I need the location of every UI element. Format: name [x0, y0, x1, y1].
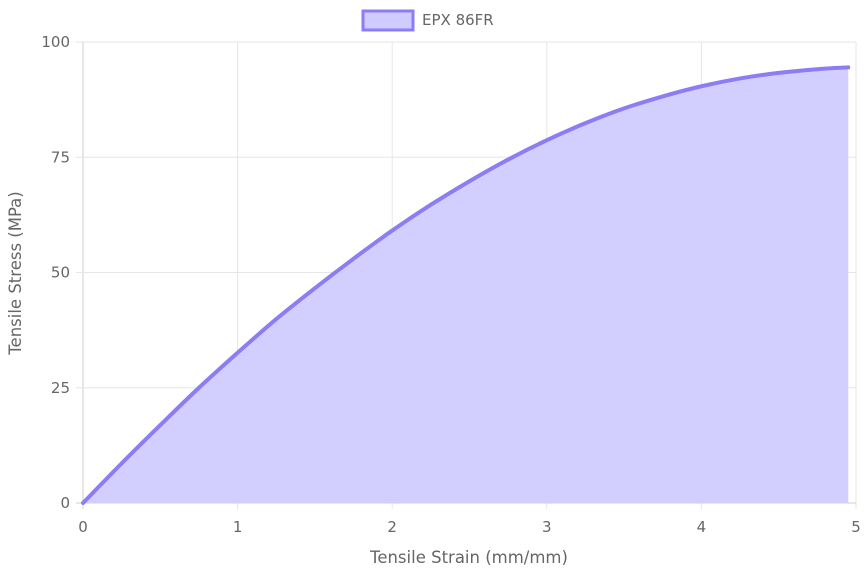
data-point[interactable]	[777, 71, 781, 75]
y-tick-label: 25	[51, 379, 70, 397]
series-area-fill	[83, 67, 849, 503]
data-point[interactable]	[120, 461, 124, 465]
data-point[interactable]	[236, 351, 240, 355]
legend-swatch[interactable]	[361, 9, 415, 32]
data-point[interactable]	[583, 121, 587, 125]
data-point[interactable]	[352, 257, 356, 261]
data-point[interactable]	[81, 501, 85, 505]
data-point[interactable]	[661, 94, 665, 98]
y-tick-label: 0	[60, 494, 70, 512]
data-point[interactable]	[699, 84, 703, 88]
y-axis-title: Tensile Stress (MPa)	[6, 191, 25, 355]
data-point[interactable]	[390, 229, 394, 233]
x-tick-label: 1	[233, 518, 243, 536]
y-tick-label: 100	[41, 33, 70, 51]
data-point[interactable]	[274, 317, 278, 321]
y-tick-label: 75	[51, 148, 70, 166]
data-point[interactable]	[506, 158, 510, 162]
plot-area	[81, 65, 851, 505]
x-tick-label: 5	[851, 518, 861, 536]
data-point[interactable]	[197, 386, 201, 390]
data-point[interactable]	[815, 67, 819, 71]
data-point[interactable]	[468, 179, 471, 183]
x-tick-label: 3	[542, 518, 552, 536]
data-point[interactable]	[846, 65, 850, 69]
x-tick-label: 4	[697, 518, 707, 536]
data-point[interactable]	[158, 423, 162, 427]
data-point[interactable]	[738, 76, 742, 80]
x-tick-label: 2	[387, 518, 397, 536]
legend[interactable]: EPX 86FR	[361, 9, 494, 32]
y-tick-label: 50	[51, 264, 70, 282]
data-point[interactable]	[429, 203, 433, 207]
data-point[interactable]	[545, 138, 549, 142]
x-tick-label: 0	[78, 518, 88, 536]
data-point[interactable]	[313, 286, 317, 290]
legend-label-epx-86fr[interactable]: EPX 86FR	[422, 11, 494, 29]
data-point[interactable]	[622, 106, 626, 110]
x-axis-title: Tensile Strain (mm/mm)	[369, 548, 568, 567]
